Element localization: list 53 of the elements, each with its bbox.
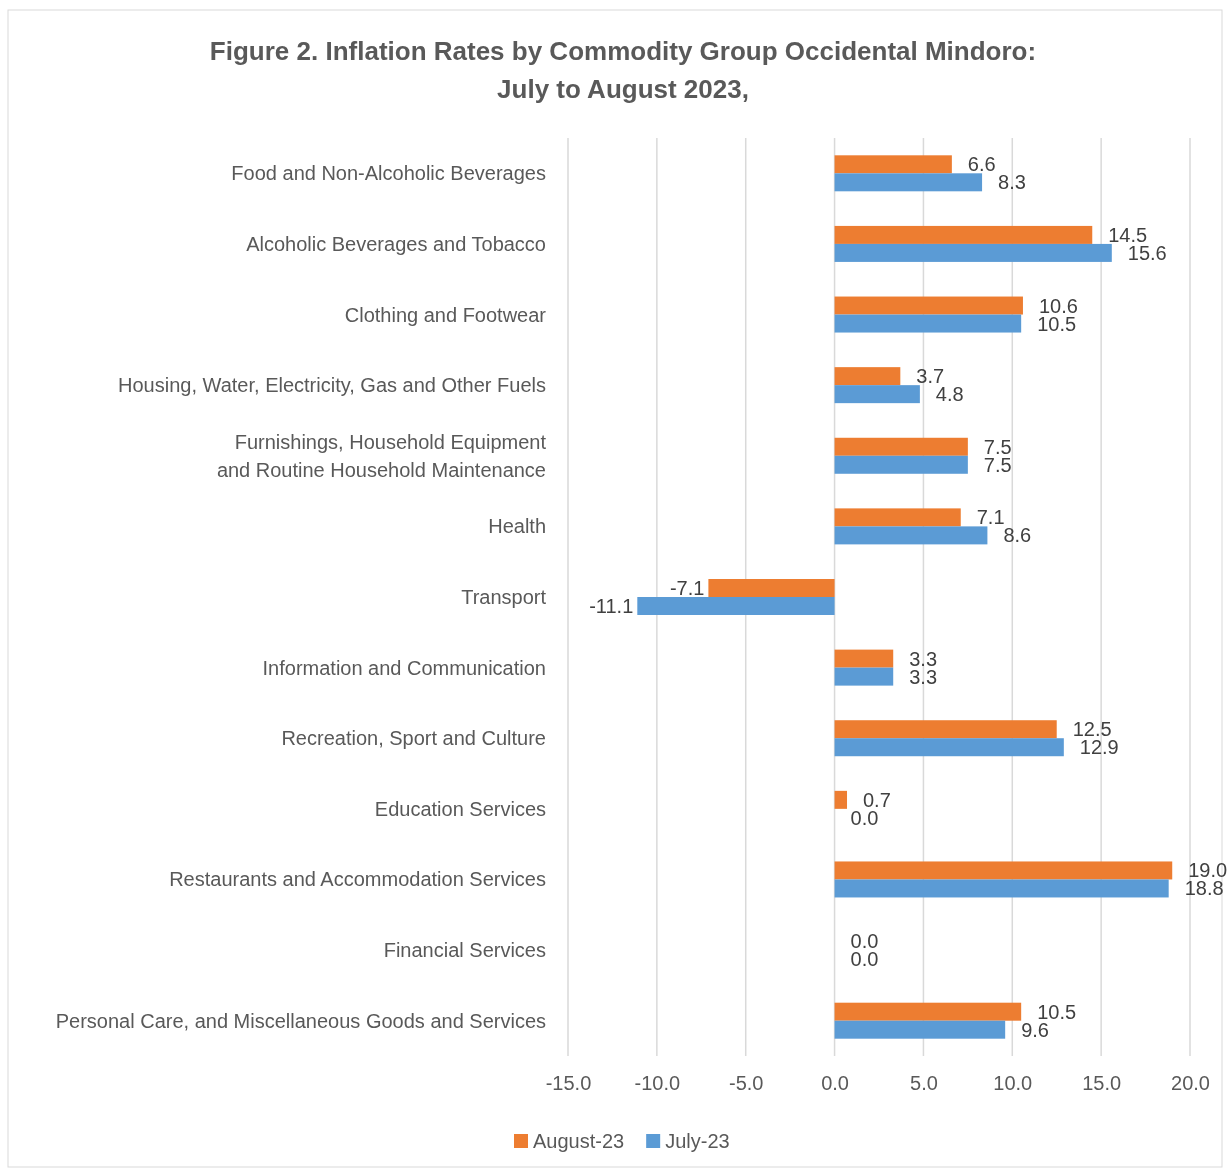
bar xyxy=(834,649,894,668)
x-tick-label: -10.0 xyxy=(634,1072,681,1095)
bar xyxy=(834,738,1064,757)
y-tick-label: Restaurants and Accommodation Services xyxy=(169,868,546,891)
data-label: 8.6 xyxy=(1003,524,1032,547)
bar xyxy=(834,667,894,686)
bar xyxy=(834,1020,1006,1039)
bar xyxy=(834,861,1173,880)
bar xyxy=(834,173,983,192)
bar xyxy=(834,243,1112,262)
x-tick-label: 10.0 xyxy=(993,1072,1033,1095)
bar xyxy=(834,367,901,386)
y-tick-label: Health xyxy=(488,515,546,538)
bar xyxy=(834,455,968,474)
legend-label: August-23 xyxy=(533,1130,625,1152)
data-label: -7.1 xyxy=(669,577,705,599)
y-tick-label: Furnishings, Household Equipment and Routine Household Maintenance xyxy=(216,430,547,481)
y-tick-label: Alcoholic Beverages and Tobacco xyxy=(246,232,546,255)
y-tick-label: Recreation, Sport and Culture xyxy=(281,727,546,750)
bar xyxy=(834,790,848,809)
data-label: 7.1 xyxy=(976,506,1005,529)
bar xyxy=(708,579,835,597)
bar xyxy=(834,720,1057,739)
x-tick-label: 0.0 xyxy=(821,1072,849,1095)
bar xyxy=(834,526,988,545)
chart-title: Figure 2. Inflation Rates by Commodity Group Occidental Mindoro: July to August 2023, xyxy=(209,36,1037,104)
x-tick-label: -15.0 xyxy=(545,1072,592,1095)
bar xyxy=(637,597,835,615)
bar xyxy=(834,508,961,527)
bar xyxy=(834,437,968,456)
legend-label: July-23 xyxy=(665,1130,730,1152)
y-tick-label: Financial Services xyxy=(383,939,546,962)
y-tick-label: Clothing and Footwear xyxy=(344,303,547,326)
y-tick-label: Education Services xyxy=(374,797,546,820)
y-tick-label: Personal Care, and Miscellaneous Goods and Services xyxy=(55,1009,546,1032)
data-label: 8.3 xyxy=(998,171,1026,194)
x-tick-label: 5.0 xyxy=(910,1072,938,1095)
bar xyxy=(834,879,1169,898)
x-tick-label: 15.0 xyxy=(1082,1072,1122,1095)
data-label: -11.1 xyxy=(589,595,634,617)
bar xyxy=(834,1002,1022,1021)
y-tick-label: Food and Non-Alcoholic Beverages xyxy=(231,162,546,185)
bar xyxy=(834,225,1093,244)
x-tick-label: -5.0 xyxy=(728,1072,764,1095)
x-tick-label: 20.0 xyxy=(1171,1072,1210,1095)
y-tick-label: Information and Communication xyxy=(262,656,546,679)
bar xyxy=(834,314,1022,333)
y-tick-label: Transport xyxy=(461,586,547,608)
bar xyxy=(834,155,952,174)
y-tick-label: Housing, Water, Electricity, Gas and Other Fuels xyxy=(118,374,546,397)
data-label: 6.6 xyxy=(967,153,996,176)
bar xyxy=(834,385,920,404)
bar xyxy=(834,296,1023,315)
